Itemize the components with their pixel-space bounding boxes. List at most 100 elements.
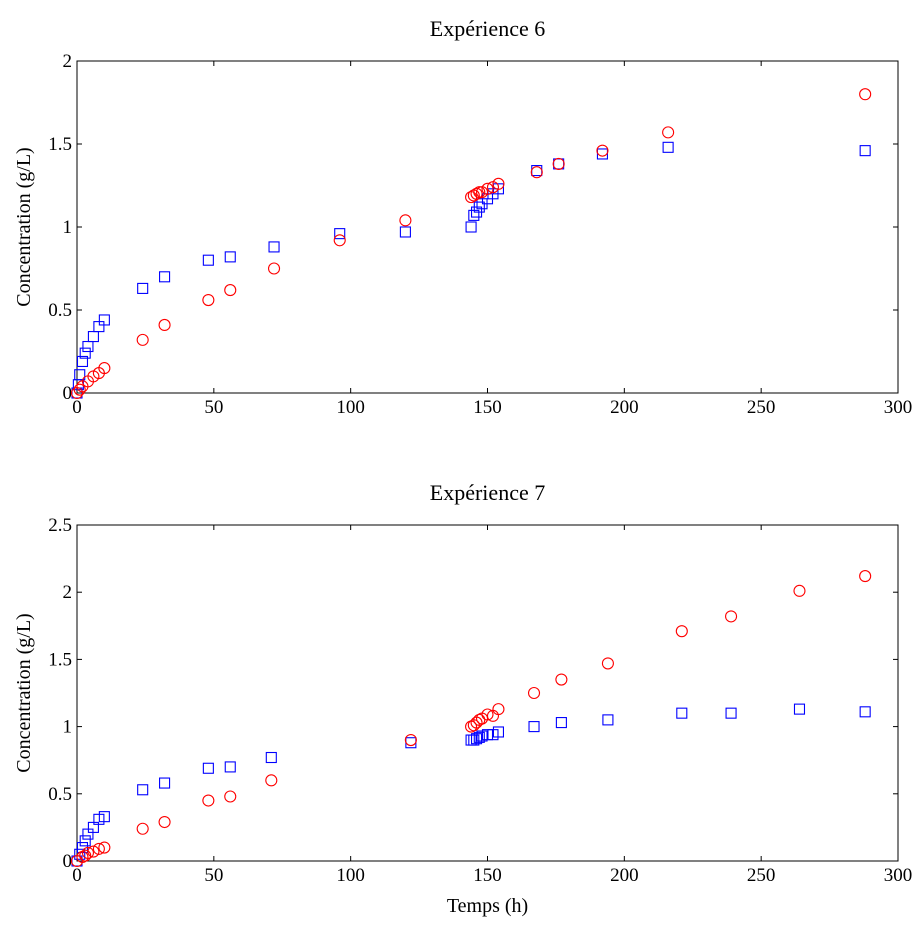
data-point-circle [224,284,237,297]
data-point-square [82,340,94,353]
data-point-square [98,314,110,326]
data-point-square [662,141,674,153]
y-tick-label: 1 [63,717,73,738]
x-tick-label: 300 [884,865,913,886]
x-tick-label: 250 [747,397,776,418]
data-point-circle [601,657,614,670]
plot-frame [76,524,899,862]
data-point-square [334,228,346,240]
data-point-circle [859,88,872,101]
data-point-circle [492,703,505,716]
data-point-circle [675,625,688,638]
x-tick-label: 150 [473,865,502,886]
y-tick-label: 2.5 [48,515,72,536]
data-point-circle [224,790,237,803]
data-point-circle [87,845,100,858]
data-point-circle [333,234,346,247]
data-point-circle [473,186,486,199]
x-tick-label: 200 [610,865,639,886]
chart-experience-6: Expérience 6 Concentration (g/L) 0 50 100 150… [13,16,912,418]
data-point-circle [404,733,417,747]
data-point-square [859,706,871,718]
series-circle-markers [70,570,872,868]
x-tick-label: 0 [72,865,82,886]
data-point-circle [492,177,505,190]
data-point-circle [98,841,111,854]
data-point-square [202,762,214,774]
data-point-square [268,241,280,253]
data-point-circle [158,318,171,331]
data-point-square [79,835,91,847]
data-point-square [473,201,485,213]
data-point-square [159,271,171,283]
data-point-square [265,751,277,764]
y-axis-label: Concentration (g/L) [13,147,35,306]
y-tick-label: 2 [63,51,73,72]
series-square-markers [71,141,871,399]
data-point-circle [92,842,105,855]
data-point-circle [81,846,94,859]
data-point-circle [267,262,281,275]
y-tick-label: 0.5 [48,300,72,321]
data-point-circle [202,293,215,307]
data-point-square [74,848,86,860]
data-point-circle [399,214,412,227]
data-point-square [473,731,485,743]
data-point-circle [136,822,149,835]
data-point-square [224,761,236,773]
data-point-circle [662,126,675,139]
y-tick-label: 1.5 [48,134,72,155]
x-tick-label: 100 [336,865,365,886]
data-point-square [528,721,540,733]
data-point-square [137,282,149,294]
series-square-markers [71,703,871,867]
data-point-circle [136,333,149,346]
data-point-circle [202,794,215,807]
data-point-square [859,145,871,157]
data-point-square [676,707,688,719]
data-point-circle [79,849,92,862]
y-axis-label: Concentration (g/L) [13,613,35,772]
y-tick-label: 0 [63,851,73,872]
data-point-circle [530,166,543,179]
data-point-square [405,737,417,749]
data-point-circle [481,708,494,721]
y-tick-label: 2 [63,582,73,603]
x-tick-label: 250 [747,865,776,886]
data-point-square [492,726,504,738]
data-point-square [76,355,89,368]
data-point-square [137,784,149,796]
data-point-square [596,148,608,160]
data-point-circle [481,182,494,195]
data-point-circle [596,144,609,157]
data-point-square [399,226,411,238]
data-point-circle [265,774,278,787]
y-tick-label: 0.5 [48,784,72,805]
data-point-circle [73,383,86,396]
data-point-square [98,811,110,823]
series-circle-markers [70,88,872,400]
x-tick-label: 50 [204,865,223,886]
x-axis-label: Temps (h) [447,895,528,917]
x-tick-label: 300 [884,397,913,418]
data-point-square [602,714,614,726]
x-tick-label: 50 [204,397,223,418]
x-tick-label: 100 [336,397,365,418]
x-tick-label: 150 [473,397,502,418]
data-point-square [725,707,737,719]
data-point-square [74,369,86,381]
y-tick-label: 1 [63,217,73,238]
data-point-circle [158,815,171,829]
x-tick-label: 200 [610,397,639,418]
data-point-circle [793,584,806,597]
chart-experience-7: Expérience 7 Concentration (g/L) Temps (h)… [13,480,912,917]
data-point-square [465,221,477,233]
data-point-square [224,251,236,263]
data-point-circle [859,570,872,583]
y-tick-label: 0 [63,383,73,404]
data-point-square [793,703,806,715]
x-tick-label: 0 [72,397,82,418]
plot-frame [76,60,899,394]
data-point-square [159,777,171,789]
